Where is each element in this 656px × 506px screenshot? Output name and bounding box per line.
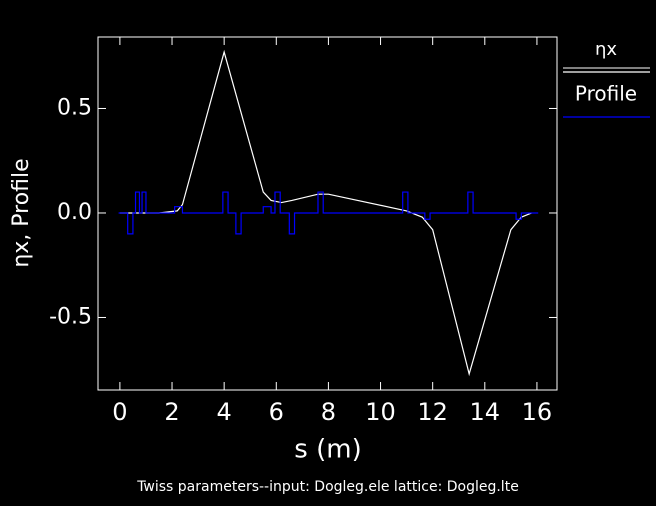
x-axis-label: s (m) xyxy=(294,435,361,465)
y-tick-label: -0.5 xyxy=(49,304,92,329)
series-line xyxy=(118,191,539,235)
legend-label: Profile xyxy=(575,82,637,106)
series-line xyxy=(119,49,532,377)
x-tick-label: 6 xyxy=(269,398,284,426)
x-tick-label: 0 xyxy=(112,398,127,426)
x-tick-label: 4 xyxy=(217,398,232,426)
y-tick-label: 0.5 xyxy=(57,95,92,120)
y-tick-label: 0.0 xyxy=(57,200,92,225)
x-tick-label: 2 xyxy=(164,398,179,426)
plot-frame xyxy=(97,36,558,391)
x-tick-label: 8 xyxy=(321,398,336,426)
x-tick-label: 12 xyxy=(417,398,448,426)
x-tick-label: 10 xyxy=(365,398,396,426)
legend-label: ηx xyxy=(595,39,617,60)
y-axis-label: ηx, Profile xyxy=(9,158,34,267)
x-tick-label: 16 xyxy=(522,398,553,426)
x-tick-label: 14 xyxy=(470,398,501,426)
footer: Twiss parameters--input: Dogleg.ele latt… xyxy=(136,479,519,495)
